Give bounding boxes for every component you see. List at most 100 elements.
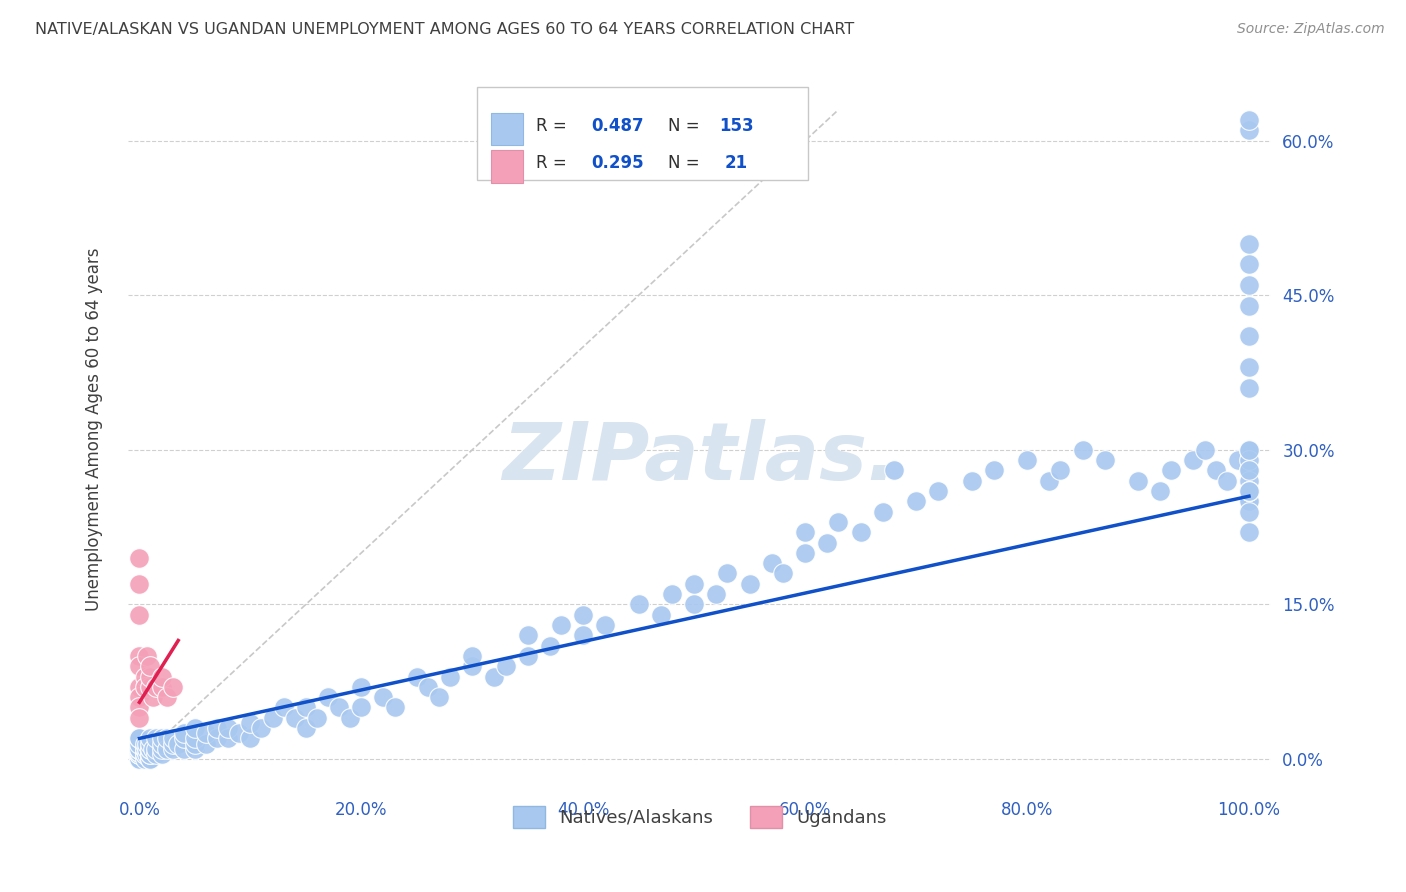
Point [128, 741, 150, 756]
Point [134, 747, 156, 761]
Point [683, 576, 706, 591]
Point [217, 721, 239, 735]
Point [1237, 463, 1260, 477]
Point [150, 741, 173, 756]
Point [150, 737, 173, 751]
FancyBboxPatch shape [491, 150, 523, 183]
Point [1182, 453, 1205, 467]
Point [134, 741, 156, 756]
Point [128, 607, 150, 622]
Point [1237, 442, 1260, 457]
Point [328, 700, 350, 714]
Point [1237, 113, 1260, 128]
Point [145, 731, 167, 746]
Point [983, 463, 1005, 477]
Point [134, 752, 156, 766]
Point [128, 659, 150, 673]
Point [136, 741, 159, 756]
Point [239, 715, 262, 730]
Point [128, 737, 150, 751]
Point [128, 752, 150, 766]
Point [827, 515, 849, 529]
Point [384, 700, 406, 714]
Point [156, 731, 179, 746]
Point [927, 484, 949, 499]
Point [128, 752, 150, 766]
Point [1094, 453, 1116, 467]
Point [1237, 123, 1260, 137]
Point [1237, 463, 1260, 477]
Point [572, 628, 595, 642]
Point [815, 535, 838, 549]
Point [145, 747, 167, 761]
Point [1038, 474, 1060, 488]
Y-axis label: Unemployment Among Ages 60 to 64 years: Unemployment Among Ages 60 to 64 years [86, 247, 103, 611]
Point [128, 576, 150, 591]
Point [305, 711, 328, 725]
Point [142, 741, 165, 756]
Point [1049, 463, 1071, 477]
Point [516, 628, 538, 642]
Point [339, 711, 361, 725]
Point [128, 648, 150, 663]
Point [1194, 442, 1216, 457]
Point [173, 726, 195, 740]
Point [136, 648, 159, 663]
Point [128, 741, 150, 756]
Point [128, 745, 150, 759]
Point [128, 752, 150, 766]
Point [262, 711, 284, 725]
Point [1237, 494, 1260, 508]
Point [162, 680, 184, 694]
Point [883, 463, 905, 477]
Point [1237, 484, 1260, 499]
Text: 21: 21 [725, 154, 748, 172]
Point [139, 737, 162, 751]
Point [716, 566, 738, 581]
Point [461, 648, 484, 663]
Point [794, 546, 817, 560]
Text: N =: N = [668, 117, 704, 135]
Point [134, 741, 156, 756]
Point [761, 556, 783, 570]
Point [139, 747, 162, 761]
Point [139, 747, 162, 761]
Point [516, 648, 538, 663]
Point [1237, 494, 1260, 508]
Point [1015, 453, 1038, 467]
Point [1237, 277, 1260, 292]
Point [661, 587, 683, 601]
Text: N =: N = [668, 154, 704, 172]
Point [156, 741, 179, 756]
Point [136, 747, 159, 761]
Point [295, 721, 318, 735]
Point [1226, 453, 1249, 467]
Point [627, 598, 650, 612]
Point [156, 690, 179, 705]
Text: R =: R = [536, 117, 572, 135]
Point [128, 752, 150, 766]
Point [650, 607, 672, 622]
Point [495, 659, 517, 673]
Point [128, 752, 150, 766]
Point [134, 669, 156, 683]
Point [416, 680, 439, 694]
Point [150, 731, 173, 746]
Point [128, 747, 150, 761]
Point [1237, 257, 1260, 271]
Text: ZIPatlas.: ZIPatlas. [502, 419, 897, 497]
Point [538, 639, 561, 653]
Point [1237, 505, 1260, 519]
Point [1237, 474, 1260, 488]
Point [139, 680, 162, 694]
Point [550, 618, 572, 632]
Point [905, 494, 928, 508]
Point [1071, 442, 1094, 457]
Point [194, 737, 217, 751]
Point [139, 752, 162, 766]
Point [139, 659, 162, 673]
Text: Source: ZipAtlas.com: Source: ZipAtlas.com [1237, 22, 1385, 37]
Point [128, 711, 150, 725]
Point [139, 731, 162, 746]
Point [1237, 525, 1260, 540]
